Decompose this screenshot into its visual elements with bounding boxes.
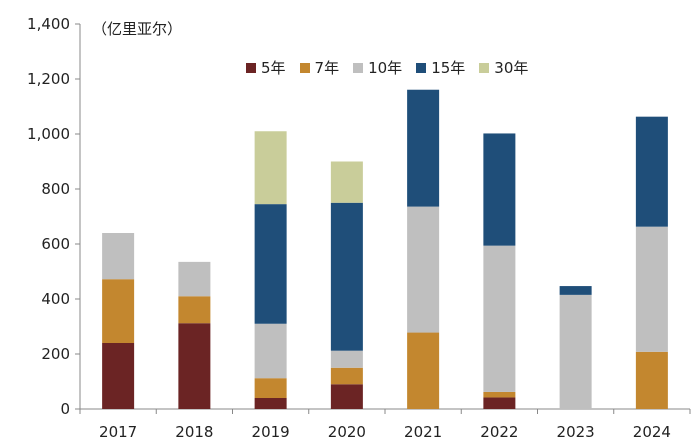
legend-item-7y: 7年 xyxy=(299,57,340,78)
bar-segment xyxy=(483,245,516,392)
legend-label-7y: 7年 xyxy=(314,59,340,77)
x-tick-label: 2019 xyxy=(252,423,290,441)
bar-segment xyxy=(559,294,592,409)
bar-segment xyxy=(254,398,287,409)
legend-item-30y: 30年 xyxy=(479,57,528,78)
y-tick-label: 400 xyxy=(41,290,70,308)
bar-segment xyxy=(178,323,211,409)
legend-swatch-15y xyxy=(416,62,427,73)
legend: 5年 7年 10年 15年 30年 xyxy=(246,57,528,78)
x-tick-label: 2021 xyxy=(404,423,442,441)
legend-item-15y: 15年 xyxy=(416,57,465,78)
y-tick-label: 1,200 xyxy=(27,70,70,88)
bar-segment xyxy=(330,367,363,385)
x-tick-label: 2024 xyxy=(633,423,671,441)
bar-segment xyxy=(254,378,287,398)
bar-segment xyxy=(483,391,516,398)
x-tick-label: 2022 xyxy=(480,423,518,441)
bar-segment xyxy=(254,131,287,205)
legend-swatch-7y xyxy=(299,62,310,73)
bar-segment xyxy=(407,89,440,207)
x-tick-label: 2020 xyxy=(328,423,366,441)
legend-swatch-5y xyxy=(246,62,256,73)
y-tick-label: 1,000 xyxy=(27,125,70,143)
y-tick-label: 600 xyxy=(41,235,70,253)
bar-segment xyxy=(102,279,135,343)
bar-segment xyxy=(635,351,668,409)
bar-segment xyxy=(102,233,135,280)
y-tick-label: 200 xyxy=(41,345,70,363)
bar-segment xyxy=(102,343,135,409)
bar-segment xyxy=(254,204,287,324)
bar-segment xyxy=(407,206,440,333)
unit-label: （亿里亚尔） xyxy=(92,20,183,38)
legend-item-10y: 10年 xyxy=(353,57,402,78)
bar-segment xyxy=(483,133,516,246)
bar-segment xyxy=(330,350,363,368)
bar-segment xyxy=(330,161,363,203)
y-tick-label: 0 xyxy=(60,400,70,418)
bar-segment xyxy=(559,286,592,295)
y-tick-label: 1,400 xyxy=(27,15,70,33)
y-tick-label: 800 xyxy=(41,180,70,198)
legend-swatch-10y xyxy=(353,62,364,73)
bars xyxy=(102,89,668,409)
x-tick-label: 2023 xyxy=(557,423,595,441)
bar-segment xyxy=(178,296,211,324)
legend-label-15y: 15年 xyxy=(431,59,466,77)
bar-segment xyxy=(483,397,516,409)
legend-swatch-30y xyxy=(479,62,490,73)
bar-segment xyxy=(330,384,363,409)
x-tick-label: 2018 xyxy=(175,423,213,441)
bar-segment xyxy=(635,116,668,227)
bar-segment xyxy=(330,202,363,351)
legend-label-5y: 5年 xyxy=(261,59,286,77)
bar-segment xyxy=(254,323,287,379)
bar-segment xyxy=(407,332,440,409)
legend-label-30y: 30年 xyxy=(494,59,529,77)
x-tick-label: 2017 xyxy=(99,423,137,441)
bar-segment xyxy=(635,226,668,352)
bar-segment xyxy=(178,261,211,297)
legend-label-10y: 10年 xyxy=(368,59,403,77)
legend-item-5y: 5年 xyxy=(246,57,286,78)
